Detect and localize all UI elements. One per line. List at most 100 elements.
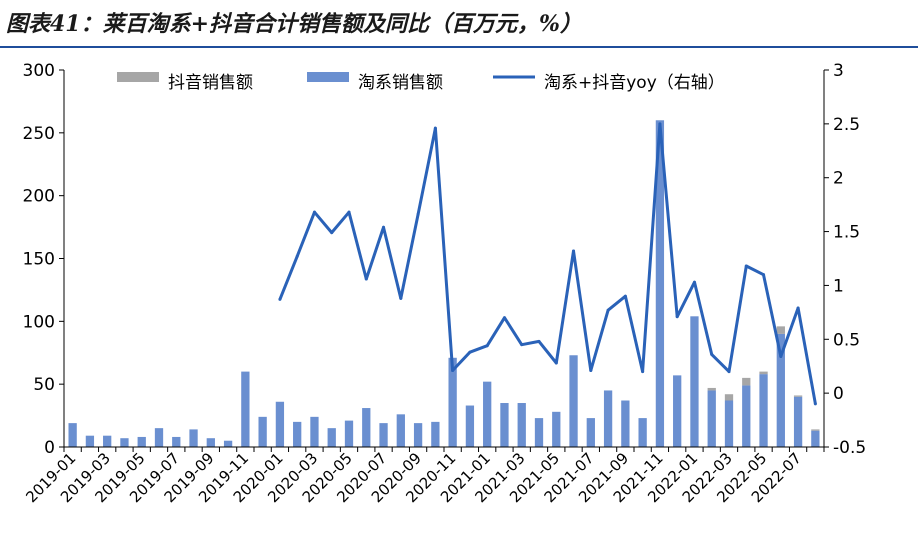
bar-taoxi-2022-05	[759, 374, 768, 447]
yoy-point-2021-07	[589, 369, 593, 373]
bar-taoxi-2019-03	[103, 435, 112, 447]
bar-taoxi-2021-01	[483, 381, 492, 447]
bar-taoxi-2022-04	[742, 385, 751, 447]
legend-label-taoxi: 淘系销售额	[358, 73, 443, 93]
bar-taoxi-2019-06	[154, 428, 164, 447]
yoy-line	[278, 122, 817, 405]
bar-taoxi-2019-02	[85, 435, 95, 447]
y-right-tick-label: 0	[833, 384, 844, 404]
yoy-point-2021-08	[606, 308, 610, 312]
yoy-point-2020-05	[347, 210, 351, 214]
bar-taoxi-2022-02	[707, 390, 716, 447]
bar-taoxi-2020-11	[448, 357, 457, 447]
yoy-point-2022-05	[762, 273, 766, 277]
y-right-tick-label: 1.5	[833, 223, 860, 243]
y-right-tick-label: 3	[833, 61, 844, 81]
bar-taoxi-2019-12	[258, 416, 267, 447]
bar-douyin-2022-04	[742, 377, 751, 386]
y-left-tick-label: 0	[44, 438, 55, 458]
bar-taoxi-2022-01	[690, 316, 699, 447]
yoy-point-2021-12	[675, 315, 679, 319]
yoy-point-2021-02	[502, 316, 506, 320]
bar-taoxi-2019-01	[68, 423, 77, 447]
bar-douyin-2022-06	[776, 326, 785, 334]
bar-taoxi-2019-09	[206, 438, 215, 447]
bar-taoxi-2020-12	[465, 405, 475, 447]
yoy-point-2021-11	[658, 122, 662, 126]
bar-taoxi-2020-01	[275, 401, 285, 447]
bar-taoxi-2020-08	[396, 414, 405, 447]
yoy-point-2021-01	[485, 344, 489, 348]
bar-taoxi-2022-06	[776, 333, 785, 447]
yoy-point-2020-02	[295, 254, 299, 258]
bar-taoxi-2019-08	[189, 429, 198, 447]
yoy-point-2022-07	[796, 306, 800, 310]
y-right-tick-label: -0.5	[833, 438, 866, 458]
bar-taoxi-2021-04	[534, 418, 544, 447]
yoy-point-2020-11	[451, 369, 455, 373]
yoy-point-2022-03	[727, 370, 731, 374]
yoy-point-2021-03	[520, 343, 524, 347]
bar-taoxi-2019-10	[223, 440, 233, 447]
y-left-tick-label: 100	[23, 312, 55, 332]
bar-taoxi-2021-10	[638, 418, 647, 447]
yoy-point-2020-07	[382, 225, 386, 229]
y-left-tick-label: 150	[23, 250, 55, 270]
bar-douyin-2022-08	[811, 429, 820, 431]
bar-taoxi-2019-11	[241, 371, 250, 447]
y-right-tick-label: 1	[833, 276, 844, 296]
bar-douyin-2022-02	[707, 387, 716, 391]
axes-layer: 050100150200250300-0.500.511.522.532019-…	[22, 61, 866, 506]
yoy-point-2022-01	[692, 280, 696, 284]
y-left-tick-label: 200	[23, 187, 55, 207]
bar-taoxi-2020-03	[310, 416, 319, 447]
bar-taoxi-2020-02	[293, 421, 302, 447]
yoy-point-2020-04	[330, 231, 334, 235]
y-left-tick-label: 300	[23, 61, 55, 81]
y-right-tick-label: 2	[833, 169, 844, 189]
yoy-point-2021-04	[537, 339, 541, 343]
y-right-tick-label: 0.5	[833, 330, 860, 350]
yoy-point-2020-12	[468, 350, 472, 354]
bar-taoxi-2021-03	[517, 403, 526, 447]
bar-taoxi-2021-12	[673, 375, 682, 447]
bar-taoxi-2020-05	[344, 420, 354, 447]
bar-taoxi-2020-10	[431, 421, 440, 447]
bar-taoxi-2022-03	[724, 400, 734, 447]
bar-taoxi-2020-07	[379, 423, 388, 447]
bar-layer	[68, 120, 820, 448]
yoy-point-2020-08	[399, 296, 403, 300]
yoy-point-2022-04	[744, 264, 748, 268]
legend-swatch-douyin	[117, 72, 159, 82]
bar-taoxi-2021-09	[621, 400, 630, 447]
bar-taoxi-2019-07	[172, 436, 181, 447]
yoy-point-2022-08	[813, 402, 817, 406]
yoy-point-2020-03	[312, 210, 316, 214]
bar-taoxi-2020-09	[413, 423, 423, 447]
bar-douyin-2022-05	[759, 371, 768, 375]
bar-taoxi-2021-07	[586, 418, 595, 447]
bar-taoxi-2022-07	[793, 396, 803, 447]
bar-taoxi-2021-02	[500, 403, 509, 447]
bar-taoxi-2021-08	[603, 390, 613, 447]
yoy-point-2021-10	[641, 370, 645, 374]
bar-taoxi-2019-04	[120, 438, 129, 447]
legend-swatch-taoxi	[307, 72, 349, 82]
yoy-point-2021-06	[572, 249, 576, 253]
legend: 抖音销售额 淘系销售额 淘系+抖音yoy（右轴）	[117, 72, 725, 93]
yoy-point-2020-06	[364, 277, 368, 281]
yoy-point-2022-06	[779, 355, 783, 359]
yoy-point-2021-05	[554, 361, 558, 365]
bar-taoxi-2021-05	[552, 411, 561, 447]
chart-title: 图表41：莱百淘系+抖音合计销售额及同比（百万元，%）	[6, 11, 582, 37]
bar-douyin-2022-07	[793, 395, 803, 397]
bar-taoxi-2021-11	[655, 120, 665, 448]
bar-taoxi-2020-06	[362, 408, 371, 447]
yoy-point-2022-02	[710, 352, 714, 356]
legend-label-douyin: 抖音销售额	[168, 73, 253, 93]
bar-taoxi-2020-04	[327, 428, 336, 447]
bar-taoxi-2019-05	[137, 436, 146, 447]
y-left-tick-label: 50	[33, 375, 55, 395]
yoy-point-2021-09	[623, 294, 627, 298]
